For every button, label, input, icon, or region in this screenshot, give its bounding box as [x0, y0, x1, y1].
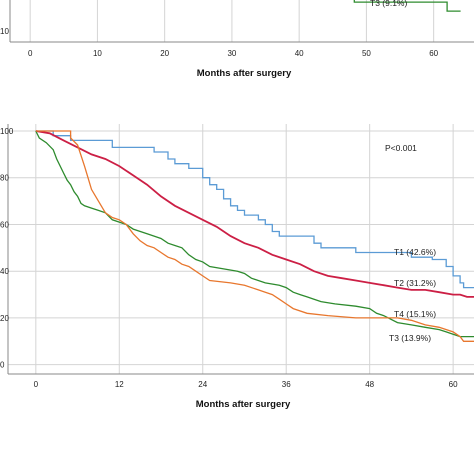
km-chart-top: 10 0 10 20 30 40 50 60 T3 (9.1%) Months after … [0, 0, 474, 79]
x-tick-label: 30 [227, 49, 236, 58]
x-tick-label: 36 [282, 380, 291, 389]
y-tick-label: 80 [0, 174, 9, 183]
km-chart-main: 0 20 40 60 80 100 0 12 24 36 48 60 P<0.001 T1 (42.… [0, 124, 474, 410]
series-line-t4 [35, 130, 474, 338]
x-tick-label: 20 [160, 49, 169, 58]
x-tick-label: 24 [198, 380, 207, 389]
series-label-t4: T4 (15.1%) [394, 309, 436, 319]
x-tick-label: 12 [115, 380, 124, 389]
x-tick-label: 10 [93, 49, 102, 58]
top-gridlines [29, 0, 435, 42]
top-x-tick-labels: 0 10 20 30 40 50 60 [28, 49, 439, 58]
x-tick-label: 40 [295, 49, 304, 58]
main-y-tick-labels: 0 20 40 60 80 100 [0, 127, 14, 370]
x-tick-label: 48 [365, 380, 374, 389]
top-x-axis-title: Months after surgery [197, 68, 292, 79]
series-label-t2: T2 (31.2%) [394, 278, 436, 288]
y-tick-label: 100 [0, 127, 14, 136]
p-value-annotation: P<0.001 [385, 143, 417, 153]
main-series-lines [35, 130, 474, 342]
main-x-tick-labels: 0 12 24 36 48 60 [34, 380, 459, 389]
series-label-t3: T3 (13.9%) [389, 333, 431, 343]
y-tick-label: 0 [0, 361, 5, 370]
x-tick-label: 0 [34, 380, 39, 389]
series-label-t1: T1 (42.6%) [394, 247, 436, 257]
series-line-t1 [35, 130, 474, 289]
top-series-label-t3: T3 (9.1%) [370, 0, 407, 8]
main-x-axis-title: Months after surgery [196, 399, 291, 410]
x-tick-label: 60 [429, 49, 438, 58]
top-series-lines [353, 0, 461, 12]
x-tick-label: 0 [28, 49, 33, 58]
top-y-tick-label: 10 [0, 27, 9, 36]
series-line-t2 [35, 130, 474, 298]
series-line-t3 [353, 0, 461, 12]
y-tick-label: 40 [0, 267, 9, 276]
y-tick-label: 20 [0, 314, 9, 323]
y-tick-label: 60 [0, 220, 9, 229]
x-tick-label: 50 [362, 49, 371, 58]
x-tick-label: 60 [449, 380, 458, 389]
series-line-t3 [35, 130, 474, 342]
